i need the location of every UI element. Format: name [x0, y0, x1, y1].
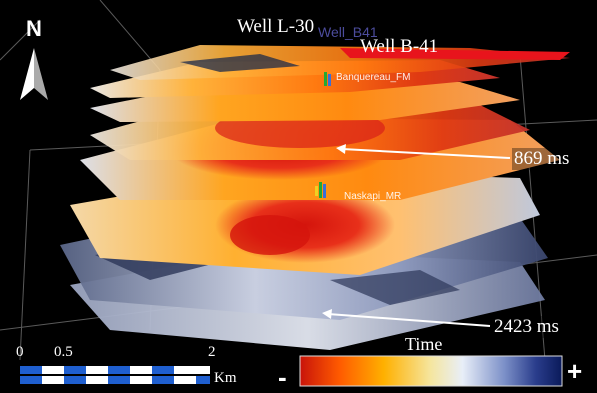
scale-tick-2: 2: [208, 344, 216, 360]
time-colorbar: [299, 355, 563, 387]
north-arrow-icon: [20, 48, 48, 100]
time-label-2423: 2423 ms: [492, 316, 561, 338]
time-label-869: 869 ms: [512, 148, 572, 170]
scale-unit-label: Km: [214, 370, 237, 386]
well-l30-label: Well L-30: [237, 16, 315, 37]
upper-time-slices: [90, 45, 570, 122]
horizon-lower-label: Naskapi_MR: [344, 191, 402, 202]
scale-bar: [20, 366, 210, 384]
horizon-upper-label: Banquereau_FM: [336, 72, 411, 83]
time-arrows: [322, 144, 511, 327]
well-b41-ghost-label: Well_B41: [318, 24, 378, 40]
colorbar-plus-label: +: [567, 356, 583, 386]
colorbar-title: Time: [405, 334, 443, 354]
well-b41-label: Well B-41: [360, 36, 439, 57]
scale-tick-0: 0: [16, 344, 24, 360]
well-traces: [315, 72, 331, 198]
north-label: N: [26, 16, 42, 41]
scale-tick-0-5: 0.5: [54, 344, 73, 360]
colorbar-minus-label: -: [278, 362, 287, 392]
